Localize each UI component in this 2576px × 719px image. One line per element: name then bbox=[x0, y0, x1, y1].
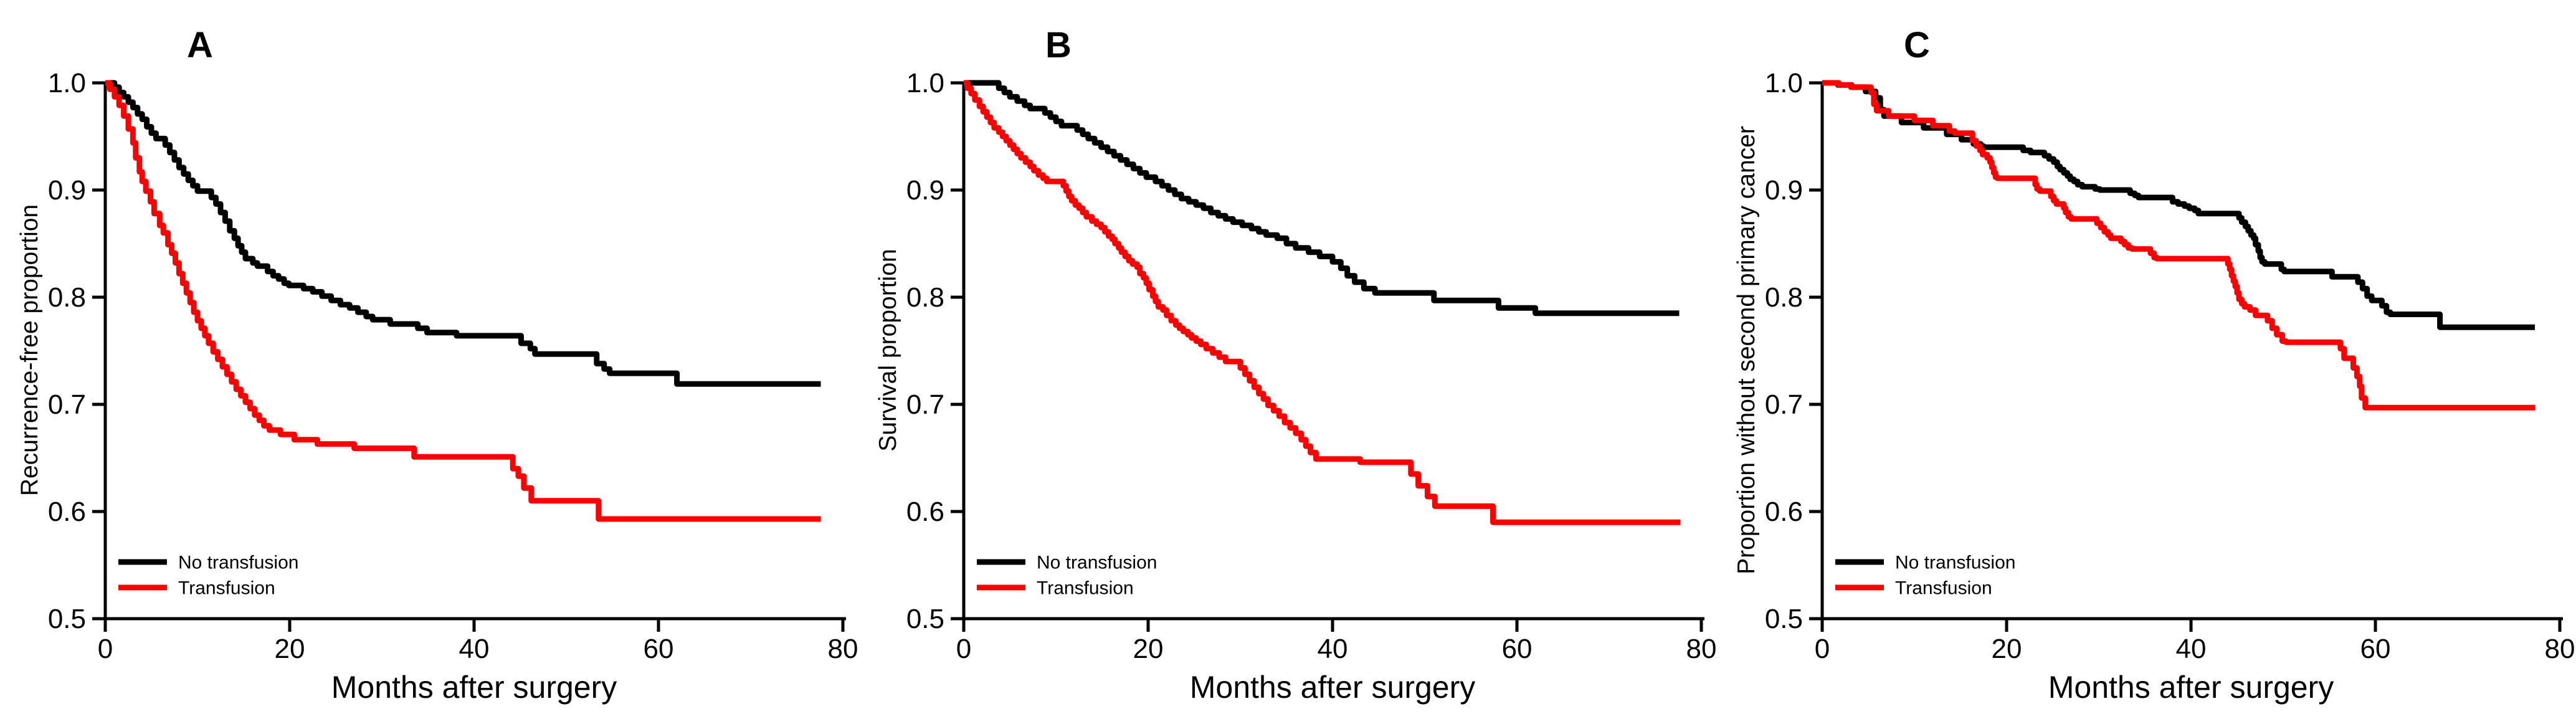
x-tick-label: 40 bbox=[2176, 634, 2207, 664]
x-axis-title: Months after surgery bbox=[2048, 670, 2334, 705]
x-tick-label: 20 bbox=[1992, 634, 2022, 664]
km-curve-no-transfusion bbox=[1822, 80, 2535, 330]
y-tick-label: 1.0 bbox=[48, 68, 86, 98]
legend-label: No transfusion bbox=[1037, 553, 1157, 573]
x-tick-label: 0 bbox=[1815, 634, 1830, 664]
x-axis-title: Months after surgery bbox=[331, 670, 617, 705]
x-tick-label: 60 bbox=[1502, 634, 1533, 664]
legend-label: No transfusion bbox=[1895, 553, 2015, 573]
x-tick-label: 20 bbox=[1133, 634, 1164, 664]
y-tick-label: 0.6 bbox=[906, 497, 944, 527]
y-tick-label: 0.7 bbox=[48, 389, 86, 420]
legend-label: Transfusion bbox=[1037, 578, 1134, 599]
y-tick-label: 0.8 bbox=[48, 282, 86, 313]
y-tick-label: 0.5 bbox=[906, 604, 944, 634]
x-tick-label: 60 bbox=[2360, 634, 2391, 664]
y-tick-label: 1.0 bbox=[906, 68, 944, 98]
y-tick-label: 0.8 bbox=[906, 282, 944, 313]
x-tick-label: 80 bbox=[828, 634, 858, 664]
x-tick-label: 40 bbox=[1318, 634, 1348, 664]
km-curve-no-transfusion bbox=[105, 80, 821, 387]
y-tick-label: 0.7 bbox=[1765, 389, 1803, 420]
panel-C: C 1.0 0.9 0.8 0.7 0.6 0.5 0 20 40 60 80 Months after… bbox=[1733, 25, 2575, 705]
km-curve-transfusion bbox=[964, 80, 1680, 525]
y-tick-label: 0.9 bbox=[1765, 175, 1803, 206]
km-curve-transfusion bbox=[1822, 80, 2535, 411]
x-tick-label: 0 bbox=[956, 634, 971, 664]
y-axis-title: Survival proportion bbox=[875, 249, 901, 451]
x-axis-title: Months after surgery bbox=[1190, 670, 1476, 705]
x-tick-label: 0 bbox=[98, 634, 113, 664]
legend-label: No transfusion bbox=[178, 553, 298, 573]
y-tick-label: 0.9 bbox=[48, 175, 86, 206]
y-tick-label: 0.5 bbox=[48, 604, 86, 634]
y-tick-label: 0.5 bbox=[1765, 604, 1803, 634]
panel-letter: A bbox=[187, 25, 213, 65]
x-tick-label: 60 bbox=[644, 634, 674, 664]
y-tick-label: 0.9 bbox=[906, 175, 944, 206]
y-tick-label: 1.0 bbox=[1765, 68, 1803, 98]
legend-label: Transfusion bbox=[178, 578, 275, 599]
x-tick-label: 80 bbox=[1686, 634, 1717, 664]
y-axis-title: Proportion without second primary cancer bbox=[1733, 126, 1760, 574]
panel-B: B 1.0 0.9 0.8 0.7 0.6 0.5 0 20 40 60 80 Months after… bbox=[875, 25, 1717, 705]
km-curve-transfusion bbox=[105, 80, 821, 522]
km-curve-no-transfusion bbox=[964, 80, 1680, 317]
y-tick-label: 0.6 bbox=[48, 497, 86, 527]
x-tick-label: 20 bbox=[275, 634, 305, 664]
y-axis-title: Recurrence-free proportion bbox=[16, 204, 43, 496]
y-tick-label: 0.6 bbox=[1765, 497, 1803, 527]
panel-A: A 1.0 0.9 0.8 0.7 0.6 0.5 0 20 40 60 80 Months after… bbox=[16, 25, 858, 705]
x-tick-label: 40 bbox=[459, 634, 490, 664]
y-tick-label: 0.8 bbox=[1765, 282, 1803, 313]
panel-letter: C bbox=[1904, 25, 1930, 65]
panel-letter: B bbox=[1045, 25, 1072, 65]
x-tick-label: 80 bbox=[2545, 634, 2575, 664]
legend-label: Transfusion bbox=[1895, 578, 1992, 599]
y-tick-label: 0.7 bbox=[906, 389, 944, 420]
